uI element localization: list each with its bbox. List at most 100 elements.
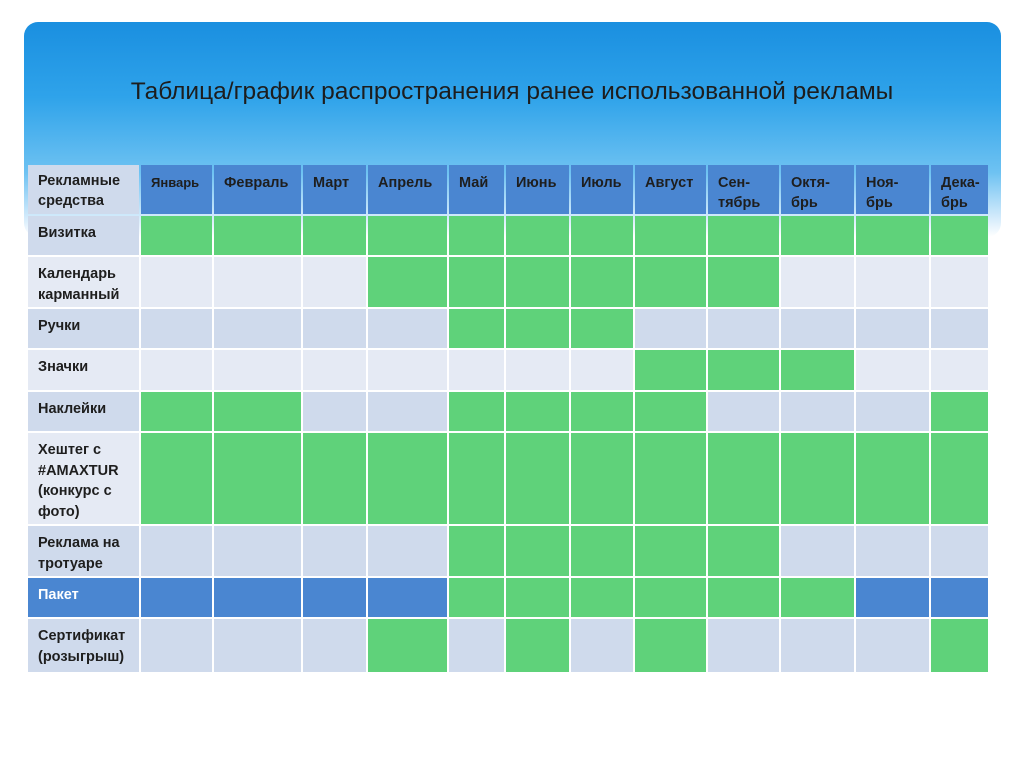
active-month-cell [708,433,779,525]
inactive-month-cell [708,619,779,672]
inactive-month-cell [931,309,988,349]
inactive-month-cell [141,257,212,307]
inactive-month-cell [368,391,447,432]
schedule-table: Рекламные средства Январь Февраль Март Апре… [26,163,990,674]
active-month-cell [449,526,504,576]
inactive-month-cell [449,619,504,672]
inactive-month-cell [856,350,929,390]
inactive-month-cell [303,526,366,576]
active-month-cell [781,577,854,618]
month-header: Сен-тябрь [708,165,779,214]
row-label: Реклама на тротуаре [28,526,139,576]
active-month-cell [303,216,366,256]
table-body: Визитка Календарь карманный Ручки Значки Нак… [28,216,988,672]
inactive-month-cell [571,619,633,672]
inactive-month-cell [449,350,504,390]
inactive-month-cell [303,257,366,307]
table-row: Пакет [28,577,988,618]
active-month-cell [506,619,569,672]
inactive-month-cell [931,577,988,618]
row-label: Визитка [28,216,139,256]
active-month-cell [635,350,706,390]
month-header: Март [303,165,366,214]
active-month-cell [708,257,779,307]
inactive-month-cell [303,391,366,432]
inactive-month-cell [303,309,366,349]
active-month-cell [781,433,854,525]
month-header: Февраль [214,165,301,214]
month-header: Дека-брь [931,165,988,214]
active-month-cell [506,526,569,576]
active-month-cell [506,433,569,525]
row-label: Значки [28,350,139,390]
active-month-cell [571,309,633,349]
row-label: Пакет [28,577,139,618]
active-month-cell [449,309,504,349]
inactive-month-cell [931,257,988,307]
table-row: Хештег с #AMAXTUR (конкурс с фото) [28,433,988,525]
inactive-month-cell [781,309,854,349]
active-month-cell [931,619,988,672]
table-row: Реклама на тротуаре [28,526,988,576]
inactive-month-cell [303,619,366,672]
inactive-month-cell [856,391,929,432]
active-month-cell [708,350,779,390]
inactive-month-cell [368,309,447,349]
active-month-cell [708,216,779,256]
active-month-cell [506,257,569,307]
active-month-cell [635,577,706,618]
month-header: Август [635,165,706,214]
active-month-cell [449,577,504,618]
inactive-month-cell [214,350,301,390]
active-month-cell [141,391,212,432]
inactive-month-cell [141,619,212,672]
inactive-month-cell [368,526,447,576]
active-month-cell [141,216,212,256]
inactive-month-cell [214,526,301,576]
active-month-cell [635,216,706,256]
inactive-month-cell [708,309,779,349]
row-label: Наклейки [28,391,139,432]
inactive-month-cell [781,257,854,307]
month-header: Ноя-брь [856,165,929,214]
active-month-cell [368,433,447,525]
active-month-cell [571,216,633,256]
active-month-cell [781,216,854,256]
active-month-cell [141,433,212,525]
inactive-month-cell [781,619,854,672]
inactive-month-cell [856,577,929,618]
active-month-cell [635,257,706,307]
inactive-month-cell [141,350,212,390]
month-header: Апрель [368,165,447,214]
corner-header: Рекламные средства [28,165,139,214]
inactive-month-cell [368,350,447,390]
inactive-month-cell [856,526,929,576]
active-month-cell [449,391,504,432]
inactive-month-cell [303,577,366,618]
month-header: Октя-брь [781,165,854,214]
row-label: Календарь карманный [28,257,139,307]
month-header: Июнь [506,165,569,214]
inactive-month-cell [506,350,569,390]
inactive-month-cell [571,350,633,390]
inactive-month-cell [931,350,988,390]
active-month-cell [931,391,988,432]
active-month-cell [214,216,301,256]
active-month-cell [449,216,504,256]
month-header: Май [449,165,504,214]
inactive-month-cell [781,526,854,576]
active-month-cell [635,433,706,525]
active-month-cell [856,433,929,525]
active-month-cell [214,433,301,525]
active-month-cell [368,216,447,256]
inactive-month-cell [931,526,988,576]
active-month-cell [708,526,779,576]
table-row: Наклейки [28,391,988,432]
active-month-cell [303,433,366,525]
inactive-month-cell [214,309,301,349]
active-month-cell [368,619,447,672]
table-row: Календарь карманный [28,257,988,307]
inactive-month-cell [856,619,929,672]
inactive-month-cell [141,309,212,349]
inactive-month-cell [303,350,366,390]
